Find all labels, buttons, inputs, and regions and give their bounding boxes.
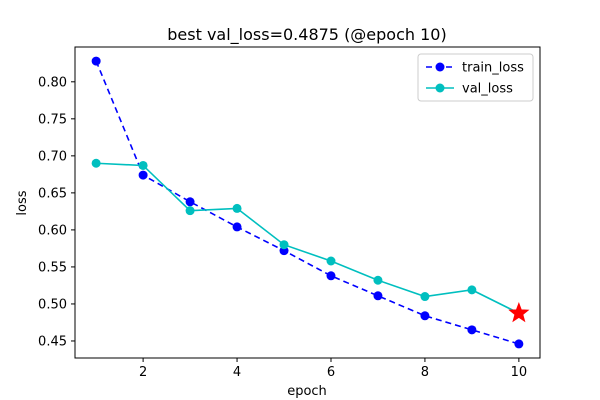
legend: train_loss val_loss	[417, 53, 534, 102]
train-loss-point	[232, 222, 242, 232]
train-loss-point	[185, 197, 195, 207]
y-tick-label: 0.55	[38, 260, 67, 275]
best-val-loss-star-icon	[508, 302, 530, 323]
train-loss-point	[138, 170, 148, 180]
x-tick-label: 6	[327, 365, 335, 380]
y-tick-label: 0.70	[38, 149, 67, 164]
train-loss-point	[326, 271, 336, 281]
x-tick-label: 4	[233, 365, 241, 380]
y-axis: 0.45 0.50 0.55 0.60 0.65 0.70 0.75 0.80	[38, 75, 75, 349]
legend-item-val-loss: val_loss	[426, 82, 513, 97]
train-loss-line	[95, 60, 520, 345]
val-loss-point	[467, 285, 477, 295]
x-tick-label: 8	[421, 365, 429, 380]
train-loss-point	[467, 325, 477, 335]
x-axis: 2 4 6 8 10	[139, 358, 527, 380]
legend-swatch-marker	[435, 62, 445, 72]
legend-label: train_loss	[462, 61, 524, 76]
val-loss-point	[91, 158, 101, 168]
val-loss-series	[91, 158, 524, 318]
legend-swatch-marker	[435, 83, 445, 93]
val-loss-line	[96, 162, 520, 314]
y-tick-label: 0.75	[38, 112, 67, 127]
val-loss-point	[326, 256, 336, 266]
y-tick-label: 0.80	[38, 75, 67, 90]
series-layer	[91, 56, 530, 349]
y-tick-label: 0.50	[38, 297, 67, 312]
legend-box	[417, 53, 534, 102]
plot-frame	[74, 46, 541, 359]
x-axis-label: epoch	[287, 384, 327, 399]
y-tick-label: 0.45	[38, 334, 67, 349]
train-loss-point	[91, 56, 101, 66]
x-tick-label: 10	[511, 365, 528, 380]
train-loss-point	[420, 311, 430, 321]
val-loss-point	[420, 292, 430, 302]
val-loss-point	[373, 275, 383, 285]
train-loss-point	[373, 291, 383, 301]
legend-item-train-loss: train_loss	[426, 61, 524, 76]
y-axis-label: loss	[15, 190, 30, 215]
val-loss-point	[185, 206, 195, 216]
y-tick-label: 0.65	[38, 186, 67, 201]
chart-title: best val_loss=0.4875 (@epoch 10)	[167, 25, 446, 45]
val-loss-point	[279, 240, 289, 250]
y-tick-label: 0.60	[38, 223, 67, 238]
train-loss-point	[514, 339, 524, 349]
legend-label: val_loss	[462, 82, 513, 97]
plot-area	[74, 46, 541, 359]
val-loss-point	[138, 160, 148, 170]
val-loss-point	[232, 203, 242, 213]
x-tick-label: 2	[139, 365, 147, 380]
